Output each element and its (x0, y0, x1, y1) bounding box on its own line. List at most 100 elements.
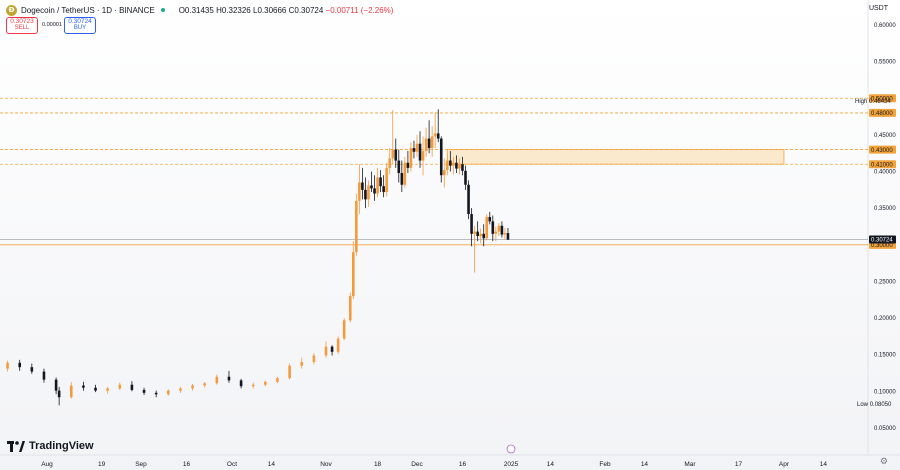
symbol-header: Ð Dogecoin / TetherUS · 1D · BINANCE O0.… (6, 3, 393, 17)
level-price-tag (869, 145, 896, 154)
candle-body (30, 367, 34, 372)
x-tick-label: 14 (641, 461, 649, 468)
settings-gear-icon[interactable]: ⚙ (879, 456, 888, 466)
candle-body (418, 143, 422, 161)
event-marker-icon (506, 444, 516, 454)
candle-body (94, 387, 97, 391)
candle-body (251, 384, 255, 387)
tradingview-logo-icon (7, 440, 25, 452)
level-price-label: 0.48000 (871, 111, 893, 117)
candle-body (106, 388, 109, 391)
sell-label: SELL (14, 25, 30, 31)
currency-label[interactable]: USDT (868, 5, 888, 12)
candle-body (461, 164, 464, 171)
y-tick-label: 0.10000 (874, 389, 896, 395)
candle-body (403, 162, 407, 185)
x-tick-label: Aug (41, 461, 53, 468)
candle-body (394, 149, 398, 161)
candle-body (488, 216, 492, 222)
x-tick-label: Apr (779, 461, 790, 468)
logo-text: TradingView (29, 440, 94, 452)
low-marker-value: 0.08050 (869, 402, 892, 408)
sell-price: 0.30723 (10, 18, 34, 25)
candle-body (412, 148, 416, 152)
candle-body (358, 182, 361, 201)
candle-body (227, 376, 231, 381)
x-tick-label: 19 (98, 461, 106, 468)
low-value: L0.30666 (253, 5, 287, 15)
candle-body (415, 143, 419, 152)
candle-body (376, 177, 379, 194)
high-value: H0.32326 (216, 5, 251, 15)
symbol-title[interactable]: Dogecoin / TetherUS · 1D · BINANCE (21, 5, 155, 15)
candle-body (336, 338, 340, 352)
candle-body (373, 188, 376, 194)
candle-body (179, 388, 182, 391)
open-value: O0.31435 (178, 5, 214, 15)
candle-body (442, 170, 446, 176)
candle-body (130, 384, 134, 390)
candle-body (467, 184, 470, 215)
change-value: −0.00711 (−2.26%) (325, 5, 394, 15)
level-price-label: 0.41000 (871, 162, 893, 168)
candle-body (239, 380, 243, 387)
sell-button[interactable]: 0.30723 SELL (6, 17, 38, 34)
candle-body (430, 136, 434, 149)
candle-body (42, 371, 46, 380)
candle-body (348, 296, 352, 321)
candle-body (455, 162, 458, 169)
x-tick-label: 14 (820, 461, 828, 468)
candle-body (154, 392, 158, 395)
last-price-label: 0.30724 (871, 238, 893, 244)
buy-price: 0.30724 (68, 18, 92, 25)
y-tick-label: 0.55000 (874, 60, 896, 66)
candle-body (409, 148, 413, 168)
candle-body (264, 381, 267, 385)
resistance-zone (446, 149, 785, 165)
x-tick-label: 16 (459, 461, 467, 468)
x-tick-label: 16 (183, 461, 191, 468)
candle-body (18, 362, 22, 368)
candle-body (167, 390, 170, 395)
candle-body (330, 346, 334, 352)
candle-body (391, 149, 395, 159)
candle-body (464, 170, 467, 185)
candle-body (215, 376, 219, 384)
candle-body (424, 138, 428, 152)
candle-body (406, 162, 410, 168)
y-tick-label: 0.05000 (874, 426, 896, 432)
candle-body (397, 160, 401, 174)
candle-body (379, 177, 382, 187)
candle-body (497, 225, 501, 232)
dogecoin-icon: Ð (6, 4, 17, 16)
tradingview-logo[interactable]: TradingView (7, 440, 94, 452)
candle-body (300, 362, 304, 366)
buy-button[interactable]: 0.30724 BUY (64, 17, 96, 34)
low-marker: Low 0.08050 (857, 402, 891, 408)
candle-body (439, 138, 443, 176)
candle-body (118, 384, 122, 389)
candle-body (191, 385, 194, 389)
candle-body (476, 231, 479, 237)
candle-body (506, 233, 510, 240)
x-tick-label: 18 (374, 461, 382, 468)
candle-body (69, 385, 73, 398)
candle-body (427, 138, 431, 149)
candle-body (433, 133, 437, 137)
y-tick-label: 0.40000 (874, 170, 896, 176)
candle-body (276, 378, 279, 382)
candle-body (436, 133, 440, 139)
candle-body (355, 200, 358, 253)
x-tick-label: Feb (599, 461, 611, 468)
y-tick-label: 0.20000 (874, 316, 896, 322)
candle-body (400, 173, 404, 185)
close-value: C0.30724 (288, 5, 324, 15)
candle-body (452, 162, 455, 166)
low-label: Low (857, 402, 869, 408)
candle-body (361, 182, 364, 190)
candle-body (352, 252, 355, 297)
buy-label: BUY (73, 25, 87, 31)
y-tick-label: 0.25000 (874, 279, 896, 285)
